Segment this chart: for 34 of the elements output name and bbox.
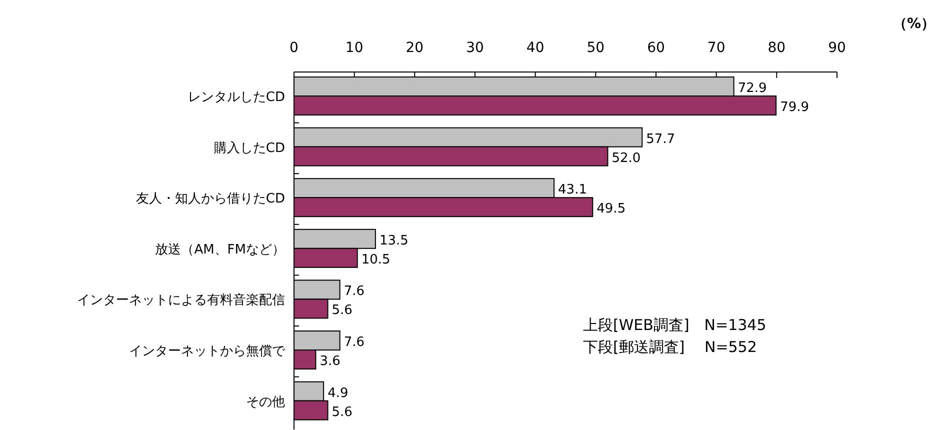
data-label: 52.0 — [612, 150, 641, 166]
x-tick-label: 10 — [345, 40, 364, 56]
x-tick-label: 90 — [828, 40, 846, 56]
data-label: 4.9 — [328, 386, 348, 401]
annotation: 下段[郵送調査] N=552 — [583, 338, 757, 356]
data-label: 43.1 — [558, 182, 587, 198]
x-tick-label: 70 — [707, 40, 726, 56]
x-tick-label: 20 — [406, 40, 424, 56]
data-label: 7.6 — [344, 284, 365, 300]
x-tick-label: 40 — [526, 40, 544, 56]
data-label: 57.7 — [646, 132, 676, 147]
y-tick-label: 放送（AM、FMなど） — [155, 242, 285, 258]
data-label: 7.6 — [344, 335, 365, 350]
y-tick-label: レンタルしたCD — [188, 90, 285, 105]
x-tick-label: 0 — [290, 40, 298, 56]
data-label: 72.9 — [738, 81, 767, 96]
data-label: 3.6 — [320, 354, 340, 369]
x-tick-label: 50 — [586, 40, 605, 56]
y-tick-label: その他 — [246, 394, 285, 410]
x-tick-label: 80 — [768, 40, 786, 56]
y-tick-label: インターネットによる有料音楽配信 — [77, 293, 285, 308]
x-tick-label: 60 — [647, 40, 665, 56]
data-label: 49.5 — [596, 202, 626, 217]
x-axis-title: （%） — [892, 16, 935, 32]
data-label: 5.6 — [332, 303, 352, 318]
y-tick-label: 友人・知人から借りたCD — [136, 192, 285, 207]
y-tick-label: インターネットから無償で — [129, 344, 286, 359]
y-tick-label: 購入したCD — [214, 140, 285, 156]
data-label: 10.5 — [361, 252, 390, 268]
data-label: 13.5 — [379, 233, 408, 248]
data-label: 79.9 — [780, 100, 810, 115]
data-label: 5.6 — [332, 404, 352, 420]
annotation: 上段[WEB調査] N=1345 — [583, 316, 766, 334]
x-tick-label: 30 — [466, 40, 484, 56]
